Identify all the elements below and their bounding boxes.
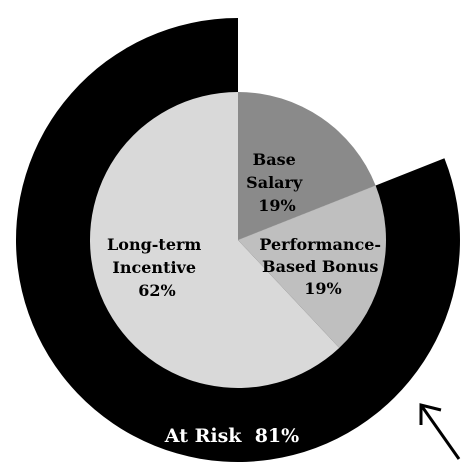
label-long-term-incentive: Long-term Incentive 62% [107, 235, 207, 300]
pie-slice-performance-bonus [238, 185, 387, 348]
pie-slice-long-term-incentive [89, 92, 340, 388]
pie-slice-base-salary [238, 92, 376, 240]
label-base-salary: Base Salary 19% [246, 150, 308, 215]
arrow-icon [419, 403, 461, 460]
at-risk-label: At Risk 81% [164, 425, 299, 447]
label-performance-bonus: Performance- Based Bonus 19% [259, 235, 386, 298]
